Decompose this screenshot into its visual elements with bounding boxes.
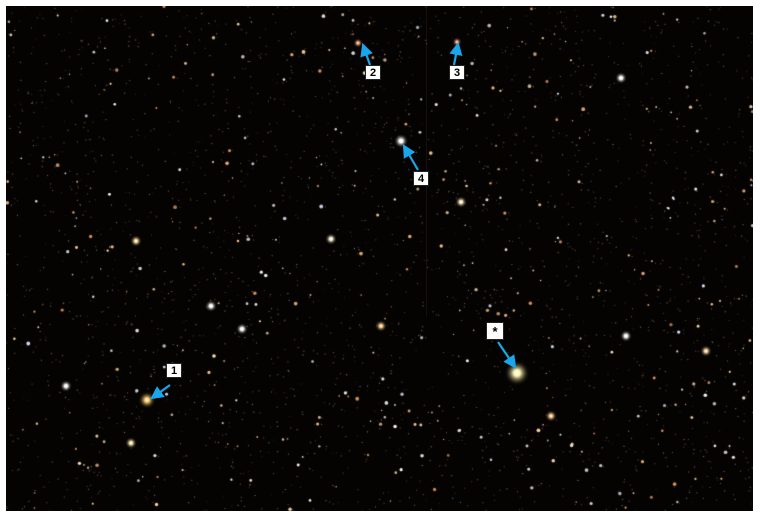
star-field-canvas xyxy=(6,6,753,511)
marker-label-2: 2 xyxy=(365,65,381,80)
marker-label-4: 4 xyxy=(413,171,429,186)
marker-label-star: * xyxy=(486,322,504,340)
marker-label-3: 3 xyxy=(449,65,465,80)
marker-label-1: 1 xyxy=(166,363,182,378)
image-seam-line xyxy=(426,6,427,316)
star-field-photo: 1 2 3 4 * xyxy=(6,6,753,511)
